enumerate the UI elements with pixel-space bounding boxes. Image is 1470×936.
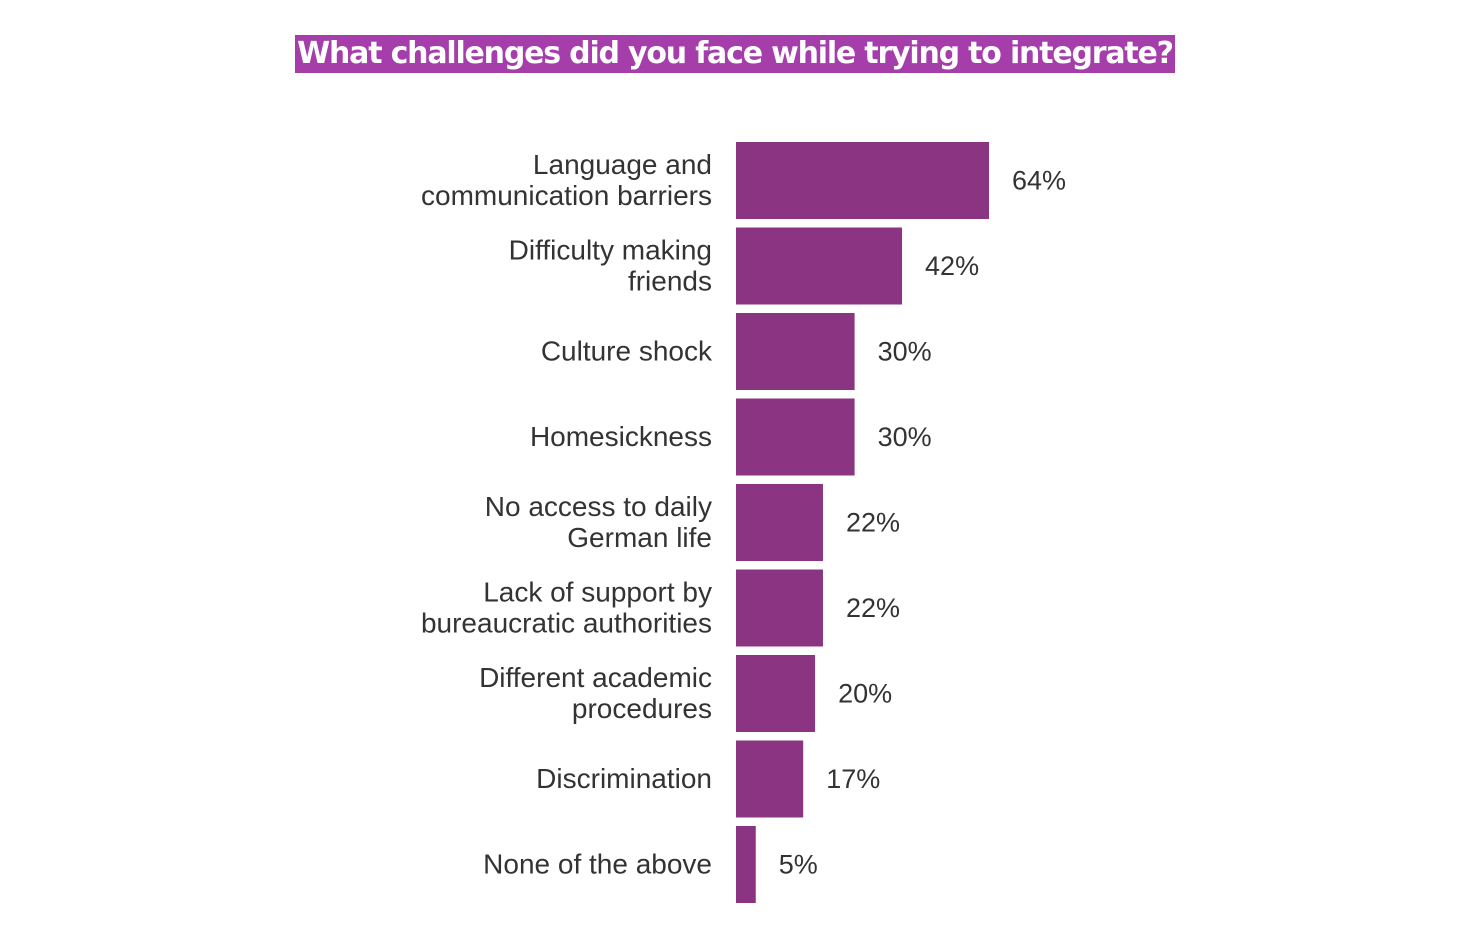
value-label: 5%: [779, 850, 818, 880]
category-label: Lack of support by: [483, 577, 712, 608]
category-label: Language and: [533, 149, 712, 180]
title-wrap: What challenges did you face while tryin…: [0, 35, 1470, 73]
value-label: 30%: [878, 337, 932, 367]
bar: [736, 227, 903, 305]
bar: [736, 826, 756, 903]
category-label: None of the above: [483, 849, 712, 880]
chart-title: What challenges did you face while tryin…: [295, 35, 1175, 73]
value-label: 64%: [1012, 166, 1066, 196]
value-label: 20%: [838, 679, 892, 709]
bar: [736, 313, 855, 390]
category-label: Difficulty making: [509, 235, 712, 266]
bar: [736, 484, 823, 561]
category-label: friends: [628, 266, 712, 297]
category-label: Different academic: [479, 662, 712, 693]
bar: [736, 142, 989, 219]
category-label: Discrimination: [536, 763, 712, 794]
value-label: 17%: [826, 764, 880, 794]
bar: [736, 655, 816, 732]
bar: [736, 569, 823, 647]
category-label: procedures: [572, 693, 712, 724]
bar-row: 17% Discrimination: [536, 740, 880, 818]
bar: [736, 740, 804, 818]
value-label: 42%: [925, 251, 979, 281]
bar-row: 5% None of the above: [483, 826, 818, 903]
value-label: 30%: [878, 422, 932, 452]
category-label: Homesickness: [530, 421, 712, 452]
category-label: German life: [567, 522, 712, 553]
category-label: Culture shock: [541, 336, 713, 367]
category-label: No access to daily: [485, 491, 712, 522]
value-label: 22%: [846, 593, 900, 623]
bar-row: 30% Culture shock: [541, 313, 932, 390]
bar-row: 30% Homesickness: [530, 398, 932, 476]
bar: [736, 398, 855, 476]
category-label: bureaucratic authorities: [421, 608, 712, 639]
value-label: 22%: [846, 508, 900, 538]
category-label: communication barriers: [421, 180, 712, 211]
